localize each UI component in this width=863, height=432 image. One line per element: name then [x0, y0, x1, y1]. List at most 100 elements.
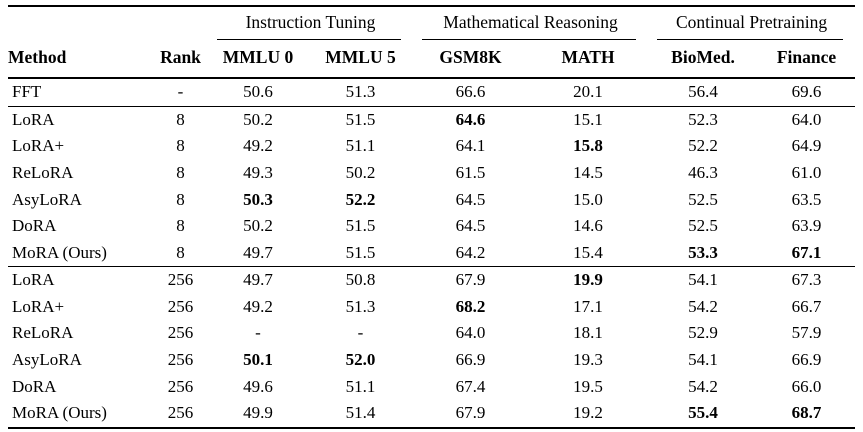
cell-method: DoRA: [12, 216, 57, 236]
cell-gsm8k: 66.9: [455, 349, 486, 369]
col-header-rank: Rank: [153, 40, 208, 79]
cell-method: LoRA+: [12, 136, 65, 156]
cell-math: 14.5: [573, 162, 603, 182]
cell-mmlu-5: 50.8: [308, 266, 414, 294]
cell-method: ReLoRA: [12, 162, 74, 182]
table-row: LoRA+ 8 49.2 51.1 64.1 15.8 52.2 64.9: [8, 133, 855, 160]
col-header-gsm8k: GSM8K: [413, 40, 529, 79]
column-group-mathematical-reasoning: Mathematical Reasoning: [413, 6, 648, 40]
cell-rank: -: [177, 82, 184, 102]
cell-math: 20.1: [573, 82, 603, 102]
table-row: DoRA 8 50.2 51.5 64.5 14.6 52.5 63.9: [8, 213, 855, 240]
cell-gsm8k: 64.5: [455, 216, 486, 236]
cell-mmlu-0: 49.2: [243, 296, 273, 316]
cell-mmlu-0: 49.7: [208, 266, 308, 294]
cell-rank: 256: [167, 349, 194, 369]
table-row: MoRA (Ours) 8 49.7 51.5 64.2 15.4 53.3 67.1: [8, 239, 855, 266]
cell-gsm8k: 64.1: [455, 136, 486, 156]
cell-biomed: 52.5: [688, 216, 718, 236]
cell-finance: 63.9: [791, 216, 822, 236]
cell-math: 15.0: [573, 189, 603, 209]
col-header-mmlu-0: MMLU 0: [208, 40, 308, 79]
cell-biomed: 46.3: [688, 162, 718, 182]
col-header-method: Method: [8, 40, 153, 79]
cell-finance: 67.3: [758, 266, 856, 294]
cell-gsm8k: 67.9: [455, 403, 486, 423]
cell-finance: 66.7: [791, 296, 822, 316]
cell-mmlu-5: 51.1: [345, 376, 376, 396]
cell-mmlu-5: 51.5: [345, 242, 376, 262]
results-table: Instruction Tuning Mathematical Reasonin…: [8, 5, 856, 429]
cell-finance: 69.6: [791, 82, 822, 102]
cell-finance: 64.9: [791, 136, 822, 156]
cell-method: FFT: [12, 82, 42, 102]
table-row: FFT - 50.6 51.3 66.6 20.1 56.4 69.6: [8, 78, 855, 106]
col-header-finance: Finance: [758, 40, 856, 79]
cell-method: DoRA: [12, 376, 57, 396]
cell-math: 19.3: [573, 349, 603, 369]
cell-method: AsyLoRA: [12, 189, 82, 209]
cell-mmlu-5: 51.5: [345, 216, 376, 236]
cell-gsm8k: 66.6: [455, 82, 486, 102]
cell-rank: 256: [167, 403, 194, 423]
cell-mmlu-0: 49.3: [243, 162, 273, 182]
cell-biomed: 56.4: [688, 82, 718, 102]
cell-mmlu-0: 50.3: [243, 189, 273, 209]
group-header-spacer: [8, 6, 208, 40]
table-row: LoRA+ 256 49.2 51.3 68.2 17.1 54.2 66.7: [8, 294, 855, 321]
cell-rank: 8: [153, 105, 208, 134]
cell-method: LoRA: [8, 105, 153, 134]
cell-method: LoRA: [8, 266, 153, 294]
cell-biomed: 54.2: [688, 296, 718, 316]
col-header-math: MATH: [528, 40, 649, 79]
cell-rank: 256: [167, 323, 194, 343]
cell-finance: 61.0: [791, 162, 822, 182]
cell-biomed: 52.2: [688, 136, 718, 156]
cell-biomed: 52.5: [688, 189, 718, 209]
cell-rank: 256: [153, 266, 208, 294]
table-body: FFT -50.6 51.3 66.6 20.1 56.4 69.6 LoRA 8 50.2 51.…: [8, 78, 856, 428]
cell-mmlu-0: 49.7: [243, 242, 273, 262]
cell-math: 19.2: [573, 403, 603, 423]
cell-gsm8k: 64.6: [413, 105, 529, 134]
cell-mmlu-5: 51.4: [345, 403, 376, 423]
column-group-instruction-tuning: Instruction Tuning: [208, 6, 413, 40]
cell-method: MoRA (Ours): [12, 242, 107, 262]
cell-mmlu-0: 50.2: [208, 105, 308, 134]
table-row: DoRA 256 49.6 51.1 67.4 19.5 54.2 66.0: [8, 373, 855, 400]
cell-mmlu-5: 52.2: [345, 189, 376, 209]
column-header-row: Method Rank MMLU 0 MMLU 5 GSM8K MATH Bio…: [8, 40, 856, 79]
cell-mmlu-5: 52.0: [345, 349, 376, 369]
cell-method: LoRA+: [12, 296, 65, 316]
cell-biomed: 55.4: [688, 403, 718, 423]
cell-biomed: 53.3: [688, 242, 718, 262]
cell-rank: 8: [176, 162, 185, 182]
cell-gsm8k: 61.5: [455, 162, 486, 182]
cell-method: MoRA (Ours): [12, 403, 107, 423]
cell-rank: 8: [176, 189, 185, 209]
cell-math: 19.9: [528, 266, 649, 294]
cell-finance: 64.0: [758, 105, 856, 134]
cell-math: 18.1: [573, 323, 603, 343]
cell-finance: 68.7: [791, 403, 822, 423]
cell-math: 15.4: [573, 242, 603, 262]
cell-mmlu-0: 49.6: [243, 376, 273, 396]
cell-mmlu-5: 50.2: [345, 162, 376, 182]
cell-rank: 8: [176, 242, 185, 262]
cell-rank: 256: [167, 296, 194, 316]
cell-method: ReLoRA: [12, 323, 74, 343]
table-row: AsyLoRA 256 50.1 52.0 66.9 19.3 54.1 66.9: [8, 347, 855, 374]
cell-mmlu-5: 51.1: [345, 136, 376, 156]
col-header-mmlu-5: MMLU 5: [308, 40, 414, 79]
table-row: LoRA 256 49.7 50.8 67.9 19.9 54.1 67.3: [8, 266, 856, 294]
cell-rank: 8: [176, 216, 185, 236]
cell-method: AsyLoRA: [12, 349, 82, 369]
cell-math: 14.6: [573, 216, 603, 236]
cell-biomed: 54.1: [688, 349, 718, 369]
cell-mmlu-0: 50.2: [243, 216, 273, 236]
cell-math: 15.8: [573, 136, 603, 156]
cell-gsm8k: 64.2: [455, 242, 486, 262]
cell-biomed: 52.3: [648, 105, 759, 134]
cell-gsm8k: 67.9: [413, 266, 529, 294]
